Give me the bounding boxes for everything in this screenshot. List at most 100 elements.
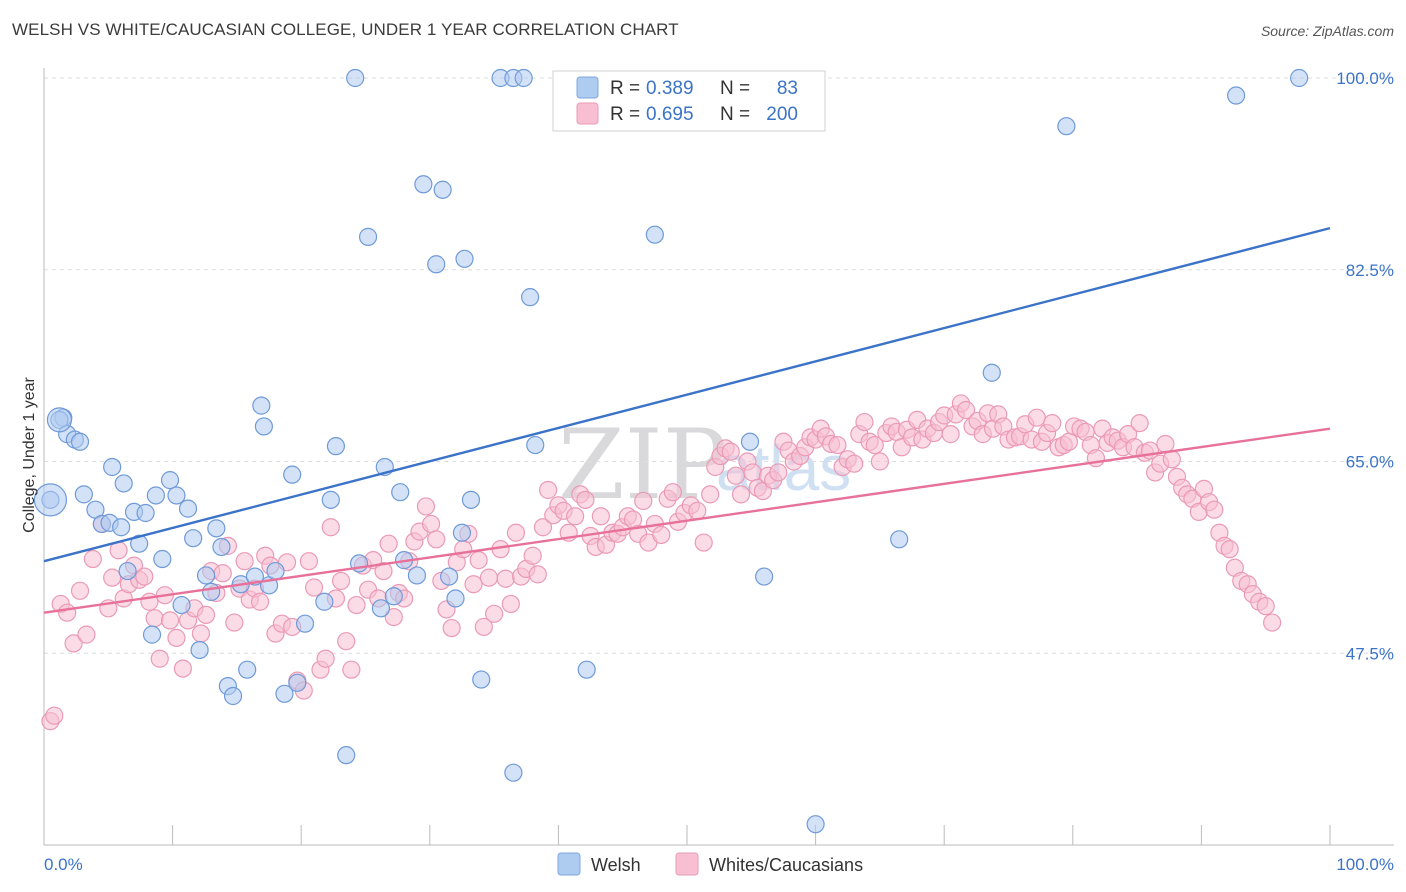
welsh-point-22	[172, 595, 191, 615]
welsh-point-11	[112, 518, 131, 537]
whites-point-80	[479, 568, 499, 587]
welsh-point-31	[223, 686, 243, 706]
whites-point-152	[870, 452, 890, 471]
welsh-point-59	[439, 567, 459, 586]
welsh-point-large-0	[33, 483, 68, 517]
bottom-legend-swatch-whites	[675, 852, 699, 876]
welsh-point-29	[212, 537, 231, 557]
welsh-point-5	[70, 432, 90, 451]
whites-point-98	[576, 490, 595, 509]
whites-point-88	[523, 546, 542, 565]
series-welsh-points	[33, 68, 1309, 834]
whites-point-205	[1156, 434, 1175, 454]
welsh-point-71	[577, 660, 596, 679]
welsh-point-21	[167, 486, 186, 505]
welsh-point-28	[207, 519, 226, 538]
whites-point-46	[299, 552, 319, 571]
whites-point-55	[347, 595, 366, 615]
welsh-point-57	[427, 255, 446, 274]
whites-point-84	[501, 594, 520, 614]
whites-point-1	[45, 706, 64, 725]
whites-point-214	[1205, 500, 1224, 519]
whites-point-118	[688, 501, 707, 520]
welsh-point-18	[146, 486, 165, 505]
welsh-point-70	[526, 435, 545, 455]
whites-point-47	[304, 578, 324, 597]
welsh-point-large-1	[46, 407, 73, 433]
welsh-point-63	[461, 490, 481, 509]
legend-swatch-whites	[576, 102, 599, 125]
bottom-legend-swatch-welsh	[557, 852, 581, 876]
whites-point-200	[1130, 414, 1149, 433]
whites-point-75	[454, 540, 473, 559]
welsh-point-43	[315, 592, 334, 611]
welsh-point-12	[114, 474, 133, 493]
whites-point-78	[469, 551, 488, 570]
welsh-point-27	[202, 582, 221, 601]
whites-point-18	[145, 609, 164, 628]
whites-point-34	[235, 552, 254, 571]
welsh-point-53	[391, 483, 410, 502]
welsh-point-68	[504, 763, 523, 782]
legend: R = 0.389 N = 83 R = 0.695 N = 200	[552, 70, 826, 132]
welsh-point-10	[103, 457, 122, 477]
welsh-trend-line	[43, 226, 1331, 563]
welsh-point-45	[326, 437, 346, 456]
welsh-point-67	[514, 68, 533, 88]
welsh-point-79	[1227, 86, 1246, 105]
whites-point-112	[652, 525, 671, 545]
whites-point-181	[1027, 408, 1046, 427]
whites-point-54	[342, 660, 361, 679]
welsh-point-55	[407, 566, 427, 585]
y-axis-label: College, Under 1 year	[21, 377, 38, 533]
welsh-point-48	[346, 68, 365, 88]
welsh-point-75	[806, 815, 825, 834]
whites-point-187	[1059, 432, 1079, 451]
welsh-point-39	[275, 684, 294, 703]
legend-swatch-welsh	[576, 76, 599, 99]
chart-title: WELSH VS WHITE/CAUCASIAN COLLEGE, UNDER …	[12, 20, 679, 39]
y-tick-label-1: 65.0%	[1346, 453, 1394, 472]
welsh-point-13	[118, 561, 137, 581]
welsh-point-17	[142, 625, 162, 644]
source-credit: Source: ZipAtlas.com	[1260, 23, 1394, 39]
legend-r-label-whites: R =	[610, 104, 640, 125]
welsh-point-33	[238, 660, 257, 679]
bottom-legend: Welsh Whites/Caucasians	[557, 852, 863, 876]
whites-point-73	[442, 618, 461, 638]
x-tick-label-min: 0.0%	[44, 855, 83, 874]
whites-point-165	[941, 425, 960, 444]
legend-r-label-welsh: R =	[610, 78, 640, 99]
whites-point-70	[427, 530, 446, 549]
whites-point-60	[374, 561, 393, 581]
whites-point-27	[196, 605, 216, 625]
legend-n-label-whites: N =	[720, 104, 750, 125]
welsh-point-78	[1057, 117, 1076, 136]
y-tick-labels: 47.5% 65.0% 82.5% 100.0%	[1336, 69, 1394, 663]
welsh-point-40	[283, 465, 302, 484]
whites-point-77	[464, 575, 483, 594]
bottom-legend-label-whites: Whites/Caucasians	[709, 855, 863, 875]
whites-point-7	[83, 549, 102, 569]
whites-point-133	[769, 463, 788, 482]
whites-point-149	[855, 412, 874, 432]
y-tick-label-2: 82.5%	[1346, 261, 1394, 280]
welsh-point-16	[136, 503, 155, 523]
whites-point-168	[956, 400, 976, 420]
whites-point-3	[58, 603, 77, 622]
welsh-point-49	[358, 227, 378, 246]
whites-point-114	[663, 483, 682, 502]
whites-point-101	[591, 507, 610, 526]
whites-point-128	[743, 463, 762, 482]
whites-point-26	[191, 624, 210, 643]
whites-point-69	[421, 514, 441, 534]
whites-point-23	[173, 659, 192, 678]
whites-point-21	[160, 611, 180, 630]
welsh-point-77	[982, 363, 1001, 382]
welsh-point-52	[384, 587, 403, 606]
whites-point-126	[731, 485, 751, 504]
whites-point-5	[70, 581, 90, 600]
whites-point-62	[384, 607, 403, 627]
welsh-point-24	[184, 529, 203, 548]
y-tick-label-0: 47.5%	[1346, 644, 1394, 663]
